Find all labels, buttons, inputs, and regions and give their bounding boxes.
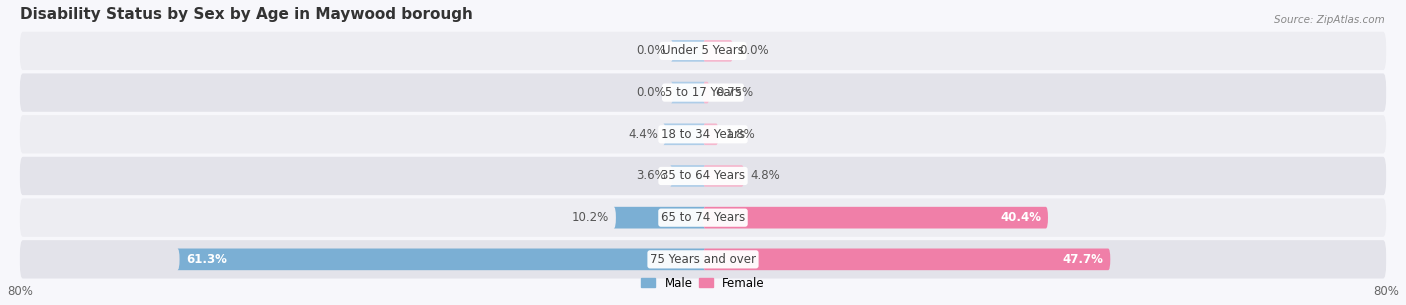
FancyBboxPatch shape <box>703 207 1047 228</box>
Text: 0.0%: 0.0% <box>637 86 666 99</box>
FancyBboxPatch shape <box>20 240 1386 278</box>
Text: 4.8%: 4.8% <box>751 170 780 182</box>
FancyBboxPatch shape <box>613 207 706 228</box>
Text: 0.75%: 0.75% <box>716 86 754 99</box>
FancyBboxPatch shape <box>703 124 718 145</box>
Text: 65 to 74 Years: 65 to 74 Years <box>661 211 745 224</box>
Text: Under 5 Years: Under 5 Years <box>662 45 744 57</box>
Text: 40.4%: 40.4% <box>1000 211 1042 224</box>
Text: 0.0%: 0.0% <box>637 45 666 57</box>
Text: 75 Years and over: 75 Years and over <box>650 253 756 266</box>
Text: Disability Status by Sex by Age in Maywood borough: Disability Status by Sex by Age in Maywo… <box>20 7 472 22</box>
Text: 3.6%: 3.6% <box>636 170 665 182</box>
FancyBboxPatch shape <box>664 124 706 145</box>
FancyBboxPatch shape <box>20 199 1386 237</box>
Text: 10.2%: 10.2% <box>572 211 609 224</box>
Text: 0.0%: 0.0% <box>740 45 769 57</box>
Text: 18 to 34 Years: 18 to 34 Years <box>661 128 745 141</box>
FancyBboxPatch shape <box>703 249 1111 270</box>
FancyBboxPatch shape <box>703 82 710 103</box>
FancyBboxPatch shape <box>20 32 1386 70</box>
Legend: Male, Female: Male, Female <box>637 272 769 294</box>
Text: 4.4%: 4.4% <box>628 128 658 141</box>
FancyBboxPatch shape <box>20 115 1386 153</box>
Text: Source: ZipAtlas.com: Source: ZipAtlas.com <box>1274 15 1385 25</box>
Text: 35 to 64 Years: 35 to 64 Years <box>661 170 745 182</box>
FancyBboxPatch shape <box>671 40 706 62</box>
FancyBboxPatch shape <box>20 157 1386 195</box>
FancyBboxPatch shape <box>20 74 1386 112</box>
Text: 1.8%: 1.8% <box>725 128 755 141</box>
Text: 61.3%: 61.3% <box>187 253 228 266</box>
FancyBboxPatch shape <box>671 82 706 103</box>
FancyBboxPatch shape <box>703 40 733 62</box>
Text: 47.7%: 47.7% <box>1063 253 1104 266</box>
FancyBboxPatch shape <box>671 165 706 187</box>
FancyBboxPatch shape <box>703 165 744 187</box>
FancyBboxPatch shape <box>177 249 706 270</box>
Text: 5 to 17 Years: 5 to 17 Years <box>665 86 741 99</box>
